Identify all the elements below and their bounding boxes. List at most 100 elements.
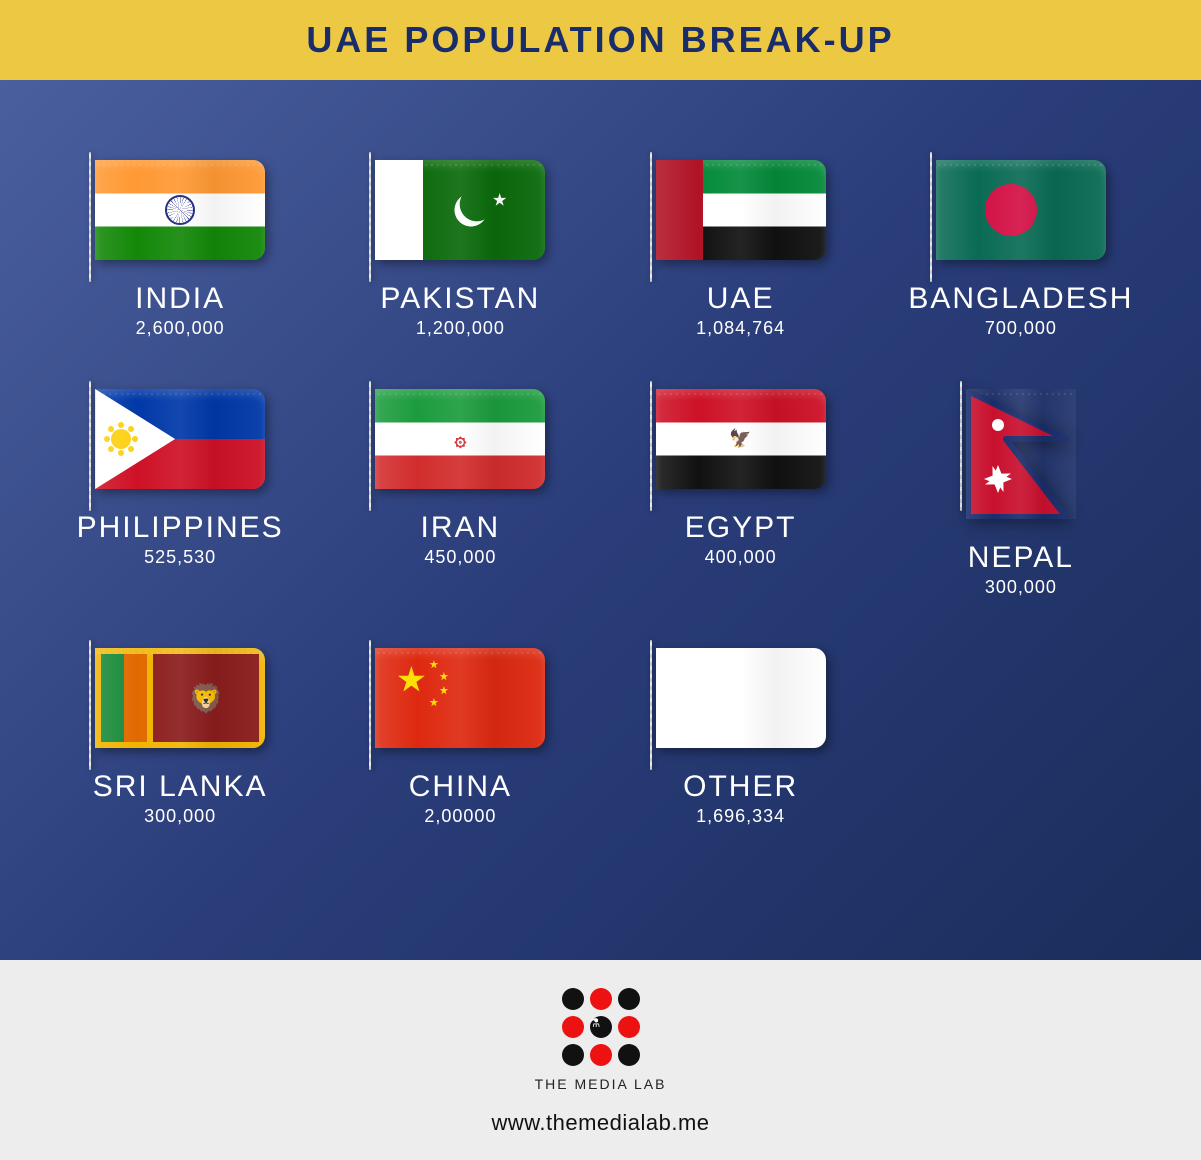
hoist-stripe	[656, 160, 704, 260]
flag-egypt-icon: 🦅	[656, 389, 826, 489]
sun-icon	[111, 429, 131, 449]
flag-china-icon	[375, 648, 545, 748]
brand-logo-icon: ⚗	[562, 988, 640, 1066]
small-star-icon	[429, 660, 438, 669]
hoist-stripe	[375, 160, 423, 260]
page-title: UAE POPULATION BREAK-UP	[306, 19, 894, 61]
left-panel	[101, 654, 147, 742]
crescent-icon	[447, 186, 495, 234]
flag-india-icon	[95, 160, 265, 260]
emblem-icon: ۞	[455, 427, 467, 452]
logo-dot	[618, 1044, 640, 1066]
flag-wrap	[966, 389, 1076, 519]
flag-pole	[930, 152, 932, 282]
country-cell-srilanka: 🦁 SRI LANKA 300,000	[60, 648, 300, 827]
orange-stripe	[124, 654, 147, 742]
lion-icon: 🦁	[189, 682, 224, 715]
title-bar: UAE POPULATION BREAK-UP	[0, 0, 1201, 80]
country-population: 2,600,000	[136, 318, 225, 339]
country-name: INDIA	[135, 282, 225, 316]
flag-iran-icon: ۞	[375, 389, 545, 489]
flag-wrap	[936, 160, 1106, 260]
country-grid: INDIA 2,600,000 PAKISTAN 1,200,000	[60, 160, 1141, 827]
country-population: 2,00000	[424, 806, 496, 827]
country-population: 525,530	[144, 547, 216, 568]
country-cell-other: OTHER 1,696,334	[621, 648, 861, 827]
star-icon	[493, 193, 507, 207]
country-cell-china: CHINA 2,00000	[340, 648, 580, 827]
flag-bangladesh-icon	[936, 160, 1106, 260]
country-population: 300,000	[985, 577, 1057, 598]
main-panel: INDIA 2,600,000 PAKISTAN 1,200,000	[0, 80, 1201, 960]
big-star-icon	[397, 666, 425, 694]
flag-pole	[369, 381, 371, 511]
flag-wrap: ۞	[375, 389, 545, 489]
flag-wrap	[375, 160, 545, 260]
logo-dot-center: ⚗	[590, 1016, 612, 1038]
flag-wrap: 🦁	[95, 648, 265, 748]
country-population: 450,000	[424, 547, 496, 568]
small-star-icon	[439, 672, 448, 681]
flask-icon: ⚗	[590, 1016, 612, 1038]
flag-pole	[89, 640, 91, 770]
country-cell-iran: ۞ IRAN 450,000	[340, 389, 580, 598]
triangle-icon	[95, 389, 175, 489]
country-cell-pakistan: PAKISTAN 1,200,000	[340, 160, 580, 339]
country-name: CHINA	[409, 770, 512, 804]
flag-wrap	[656, 160, 826, 260]
flag-srilanka-icon: 🦁	[95, 648, 265, 748]
country-population: 700,000	[985, 318, 1057, 339]
brand-name: THE MEDIA LAB	[535, 1076, 667, 1092]
country-population: 400,000	[705, 547, 777, 568]
country-name: UAE	[707, 282, 775, 316]
flag-pole	[369, 152, 371, 282]
brand-url: www.themedialab.me	[491, 1110, 709, 1136]
flag-nepal-icon	[966, 389, 1076, 519]
logo-dot	[562, 988, 584, 1010]
logo-dot	[562, 1016, 584, 1038]
country-name: IRAN	[421, 511, 501, 545]
flag-wrap	[656, 648, 826, 748]
flag-wrap	[95, 160, 265, 260]
flag-pole	[369, 640, 371, 770]
logo-dot	[590, 1044, 612, 1066]
flag-pole	[650, 640, 652, 770]
flag-wrap	[95, 389, 265, 489]
country-cell-india: INDIA 2,600,000	[60, 160, 300, 339]
country-cell-philippines: PHILIPPINES 525,530	[60, 389, 300, 598]
flag-wrap: 🦅	[656, 389, 826, 489]
country-name: PAKISTAN	[380, 282, 540, 316]
country-cell-nepal: NEPAL 300,000	[901, 389, 1141, 598]
footer: ⚗ THE MEDIA LAB www.themedialab.me	[0, 960, 1201, 1160]
flag-pole	[89, 152, 91, 282]
country-name: OTHER	[683, 770, 798, 804]
logo-dot	[618, 1016, 640, 1038]
country-name: EGYPT	[685, 511, 797, 545]
country-population: 1,084,764	[696, 318, 785, 339]
maroon-panel: 🦁	[153, 654, 259, 742]
disc-icon	[985, 184, 1037, 236]
chakra-icon	[165, 195, 195, 225]
flag-wrap	[375, 648, 545, 748]
country-population: 1,200,000	[416, 318, 505, 339]
small-star-icon	[429, 698, 438, 707]
country-population: 300,000	[144, 806, 216, 827]
logo-dot	[590, 988, 612, 1010]
country-cell-bangladesh: BANGLADESH 700,000	[901, 160, 1141, 339]
flag-pole	[650, 152, 652, 282]
country-name: BANGLADESH	[908, 282, 1133, 316]
flag-pole	[960, 381, 962, 511]
flag-other-icon	[656, 648, 826, 748]
flag-pole	[89, 381, 91, 511]
flag-uae-icon	[656, 160, 826, 260]
country-name: PHILIPPINES	[77, 511, 284, 545]
country-cell-uae: UAE 1,084,764	[621, 160, 861, 339]
logo-dot	[562, 1044, 584, 1066]
green-stripe	[101, 654, 124, 742]
country-cell-egypt: 🦅 EGYPT 400,000	[621, 389, 861, 598]
country-name: NEPAL	[968, 541, 1074, 575]
eagle-icon: 🦅	[729, 429, 751, 450]
flag-pole	[650, 381, 652, 511]
logo-dot	[618, 988, 640, 1010]
small-star-icon	[439, 686, 448, 695]
